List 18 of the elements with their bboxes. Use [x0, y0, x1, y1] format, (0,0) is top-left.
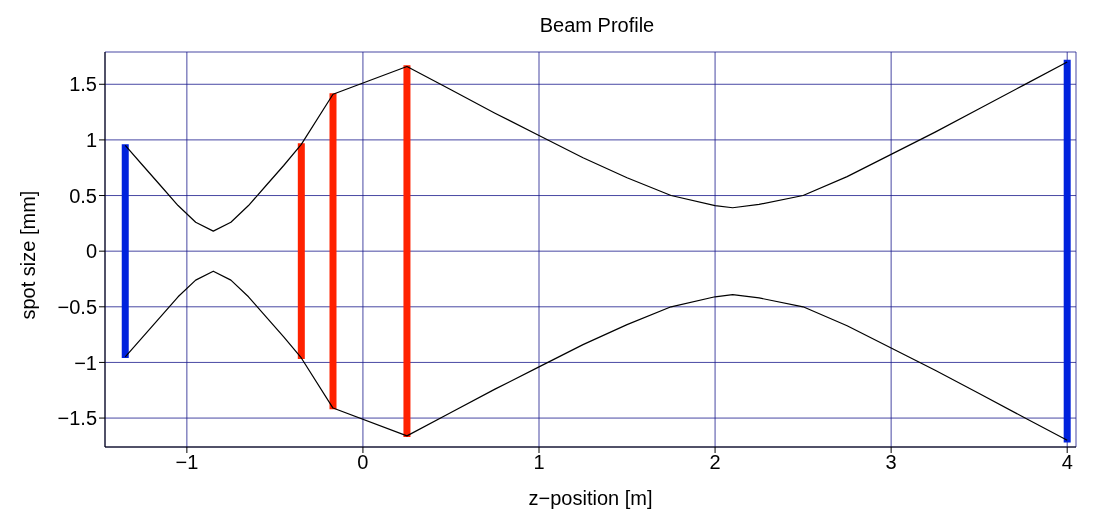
- x-tick-label: 4: [1061, 451, 1073, 474]
- x-tick-label: 2: [709, 451, 721, 474]
- x-tick-label: −1: [175, 451, 199, 474]
- y-tick-label: 0.5: [69, 184, 97, 207]
- line-series: [124, 61, 1068, 232]
- x-axis-title: z−position [m]: [528, 487, 653, 509]
- line-series: [124, 270, 1068, 441]
- y-tick-label: 1: [85, 129, 97, 151]
- y-tick-label: −0.5: [57, 295, 97, 318]
- chart-title: Beam Profile: [538, 13, 656, 38]
- x-tick-label: 0: [357, 451, 369, 474]
- y-tick-label: 0: [85, 240, 97, 263]
- x-tick-label: 1: [533, 451, 545, 474]
- y-tick-label: −1: [74, 351, 97, 374]
- y-axis-title: spot size [mm]: [17, 190, 40, 320]
- y-tick-label: 1.5: [69, 73, 97, 96]
- y-tick-label: −1.5: [57, 407, 97, 430]
- x-tick-label: 3: [885, 451, 897, 474]
